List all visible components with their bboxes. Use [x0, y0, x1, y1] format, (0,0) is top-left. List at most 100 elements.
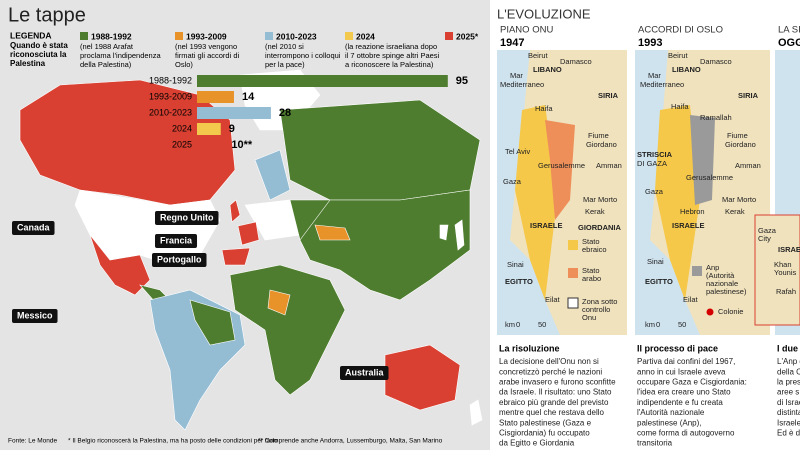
legend-note: (nel 1993 vengono firmati gli accordi di… [175, 42, 240, 69]
place-label: Mar Morto [583, 195, 617, 204]
place-label: Eilat [683, 295, 699, 304]
legend-subtitle: Quando è stata riconosciuta la Palestina [10, 41, 68, 68]
caption-line: aree s [777, 388, 799, 397]
caption-line: occupare Gaza e Cisgiordania: [637, 378, 747, 387]
legend-label: 1993-2009 [186, 31, 227, 41]
panel-year: 1993 [638, 37, 662, 49]
israel [655, 105, 700, 300]
place-label: Hebron [680, 207, 705, 216]
place-label: Fiume [727, 131, 748, 140]
place-label: EGITTO [505, 277, 533, 286]
place-label: Gerusalemme [538, 161, 585, 170]
inset [754, 214, 800, 326]
value-label: 9 [229, 123, 235, 135]
place-label: ISRAE [778, 245, 800, 254]
evolution-panels [497, 50, 800, 335]
callout-box [152, 253, 207, 267]
swatch [706, 308, 714, 316]
place-label: Amman [596, 161, 622, 170]
legend-note: (nel 1988 Arafat proclama l'indipendenza… [80, 42, 161, 69]
panel-year: OGG [778, 37, 800, 49]
place-label: LIBANO [533, 65, 562, 74]
place-label: km [645, 320, 655, 329]
legend-label: 2025* [456, 31, 479, 41]
value-label: 95 [456, 75, 468, 87]
caption-line: la prese [777, 378, 800, 387]
category-label: 1993-2009 [149, 91, 192, 101]
caption-line: l'idea era creare uno Stato [637, 388, 731, 397]
caption-line: anno in cui Israele aveva [637, 367, 726, 376]
legend-swatch [175, 32, 183, 40]
place-label: km [505, 320, 515, 329]
place-label: Sinai [647, 257, 664, 266]
value-label: 14 [242, 91, 255, 103]
country-callout: Messico [17, 310, 53, 320]
place-label: City [758, 234, 771, 243]
place-label: controllo [582, 305, 610, 314]
caption-line: arabe invasero e furono sconfitte [499, 378, 616, 387]
place-label: 50 [678, 320, 686, 329]
place-label: Tel Aviv [505, 147, 531, 156]
swatch [567, 297, 579, 309]
place-label: Gaza [758, 226, 777, 235]
world-map [19, 69, 483, 431]
place-label: ISRAELE [672, 221, 705, 230]
caption-line: indipendente e fu creata [637, 398, 723, 407]
title: Le tappe [8, 4, 86, 26]
legend-swatch [265, 32, 273, 40]
legend-label: 1988-1992 [91, 31, 132, 41]
place-label: Anp [706, 263, 719, 272]
caption-line: transitoria [637, 439, 673, 448]
place-label: Kerak [725, 207, 745, 216]
panel-year: 1947 [500, 37, 524, 49]
place-label: arabo [582, 274, 601, 283]
place-label: 0 [516, 320, 520, 329]
caption-line: L'Anp g [777, 357, 800, 366]
place-label: Giordano [586, 140, 617, 149]
place-label: Mediterraneo [640, 80, 684, 89]
legend-note: (nel 2010 si interrompono i colloqui per… [265, 42, 341, 69]
place-label: Gaza [645, 187, 664, 196]
caption-line: distinta [777, 408, 800, 417]
place-label: Mediterraneo [500, 80, 544, 89]
place-label: EGITTO [645, 277, 673, 286]
place-label: Stato [582, 266, 600, 275]
caption-line: La decisione dell'Onu non si [499, 357, 599, 366]
place-label: SIRIA [598, 91, 619, 100]
value-label: 10** [231, 139, 253, 151]
place-label: (Autorità [706, 271, 735, 280]
bar [197, 139, 224, 151]
place-label: Damasco [700, 57, 732, 66]
caption-line: di Israel [777, 398, 800, 407]
caption-line: da Egitto e Giordania [499, 439, 575, 448]
panel-heading: ACCORDI DI OSLO [638, 25, 723, 36]
caption-line: come forma di autogoverno [637, 429, 735, 438]
legend-swatch [345, 32, 353, 40]
place-label: Giordano [725, 140, 756, 149]
place-label: Kerak [585, 207, 605, 216]
swatch [568, 240, 578, 250]
place-label: 50 [538, 320, 546, 329]
place-label: Ramallah [700, 113, 732, 122]
caption-line: palestinese (Anp), [637, 418, 701, 427]
place-label: GIORDANIA [578, 223, 622, 232]
caption-line: ebraico più grande del previsto [499, 398, 609, 407]
place-label: Gaza [503, 177, 522, 186]
legend-label: 2010-2023 [276, 31, 317, 41]
place-label: Gerusalemme [686, 173, 733, 182]
caption-title: I due t [777, 343, 800, 353]
west-bank [690, 115, 715, 205]
place-label: Eilat [545, 295, 561, 304]
category-label: 2024 [172, 123, 192, 133]
caption-line: Cisgiordania) fu occupato [499, 429, 590, 438]
swatch [568, 268, 578, 278]
place-label: Damasco [560, 57, 592, 66]
place-label: Zona sotto [582, 297, 617, 306]
place-label: Beirut [528, 51, 549, 60]
country-callout: Regno Unito [160, 212, 214, 222]
category-label: 2025 [172, 139, 192, 149]
caption-line: l'Autorità nazionale [637, 408, 705, 417]
place-label: Onu [582, 313, 596, 322]
place-label: Fiume [588, 131, 609, 140]
